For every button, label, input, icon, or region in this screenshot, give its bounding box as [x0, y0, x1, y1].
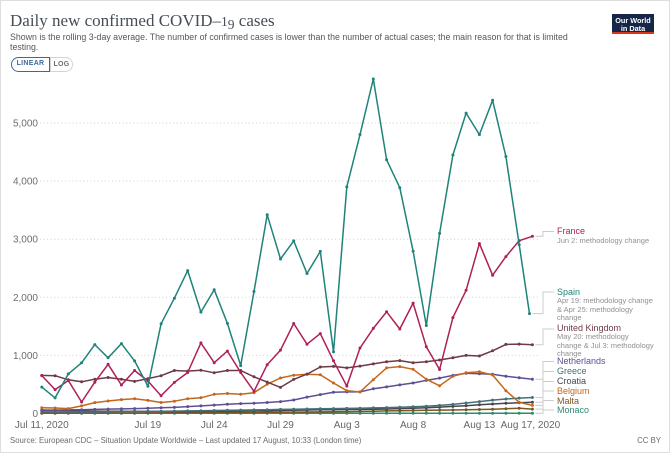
svg-text:Jul 11, 2020: Jul 11, 2020	[15, 420, 69, 431]
svg-text:Aug 8: Aug 8	[400, 420, 427, 431]
svg-text:3,000: 3,000	[13, 235, 38, 246]
svg-text:Jul 24: Jul 24	[201, 420, 228, 431]
svg-text:Aug 3: Aug 3	[334, 420, 361, 431]
svg-text:1,000: 1,000	[13, 351, 38, 362]
svg-text:0: 0	[32, 409, 38, 420]
svg-text:5,000: 5,000	[13, 119, 38, 130]
svg-text:Aug 17, 2020: Aug 17, 2020	[501, 420, 561, 431]
svg-text:2,000: 2,000	[13, 293, 38, 304]
svg-text:Jul 19: Jul 19	[135, 420, 162, 431]
svg-text:4,000: 4,000	[13, 177, 38, 188]
svg-text:Aug 13: Aug 13	[464, 420, 496, 431]
svg-text:Jul 29: Jul 29	[267, 420, 294, 431]
